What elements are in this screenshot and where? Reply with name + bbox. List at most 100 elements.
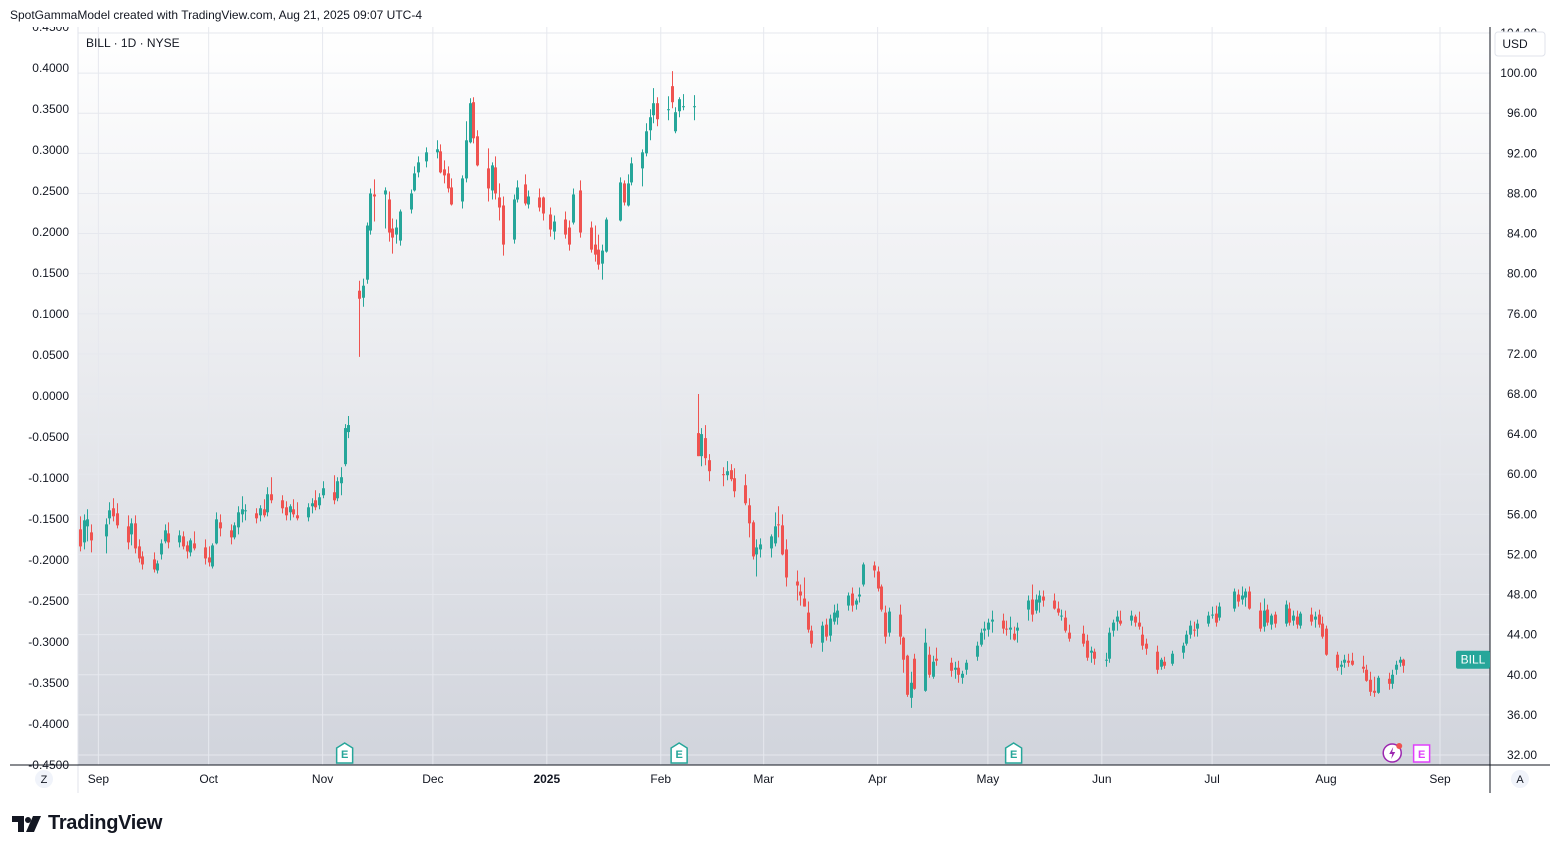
- candle: [965, 659, 968, 675]
- candle: [807, 601, 810, 633]
- candle-body: [311, 503, 314, 507]
- candle: [888, 607, 891, 637]
- candle-body: [1325, 628, 1328, 655]
- candle: [230, 524, 233, 545]
- candle-body: [722, 474, 725, 476]
- candle: [447, 166, 450, 193]
- time-axis-label: Apr: [868, 772, 887, 786]
- time-axis[interactable]: Sep Oct Nov Dec 2025 Feb Mar Apr May Jun Jul Aug Sep: [88, 772, 1451, 786]
- candle-body: [1093, 651, 1096, 659]
- candle-body: [86, 519, 89, 527]
- currency-button[interactable]: USD: [1494, 31, 1546, 57]
- candle: [358, 280, 361, 357]
- candle-body: [1274, 614, 1277, 624]
- candle: [627, 174, 630, 207]
- candle-body: [160, 543, 163, 555]
- candle-body: [1248, 591, 1251, 609]
- left-axis-tick-label: -0.2000: [28, 553, 69, 567]
- timezone-corner-button[interactable]: Z: [35, 770, 53, 788]
- candle: [1013, 626, 1016, 641]
- candle-body: [862, 564, 865, 585]
- candle-body: [913, 658, 916, 689]
- candle: [494, 156, 497, 200]
- candle: [472, 97, 475, 144]
- candle-body: [322, 488, 325, 496]
- candle: [1119, 610, 1122, 626]
- candle: [527, 190, 530, 209]
- candle-body: [1362, 666, 1365, 669]
- candle-body: [873, 565, 876, 571]
- candle-body: [333, 492, 336, 501]
- left-axis-tick-label: -0.1500: [28, 512, 69, 526]
- currency-label: USD: [1502, 37, 1528, 51]
- candle: [289, 504, 292, 521]
- candle: [605, 217, 608, 253]
- candle-body: [336, 481, 339, 499]
- candle: [858, 587, 861, 603]
- candle-body: [1145, 643, 1148, 649]
- candle-body: [362, 285, 365, 298]
- candle-body: [1116, 616, 1119, 622]
- candle-body: [1285, 604, 1288, 624]
- candle: [237, 506, 240, 535]
- candle: [219, 514, 222, 537]
- candle: [568, 220, 571, 251]
- candle-body: [774, 526, 777, 544]
- candle: [391, 218, 394, 254]
- candle-body: [230, 530, 233, 538]
- candle: [153, 552, 156, 573]
- symbol-legend[interactable]: BILL · 1D · NYSE: [86, 36, 180, 50]
- candle: [1068, 624, 1071, 642]
- candle: [1211, 606, 1214, 619]
- candle: [105, 518, 108, 554]
- candle: [928, 646, 931, 678]
- candle-body: [491, 165, 494, 191]
- candle-body: [847, 595, 850, 606]
- candle-body: [1105, 659, 1108, 661]
- candle-body: [601, 250, 604, 264]
- candle-body: [1086, 640, 1089, 658]
- candle-body: [594, 244, 597, 255]
- auto-scale-button[interactable]: A: [1511, 770, 1529, 788]
- candle-body: [141, 556, 144, 565]
- candle-body: [649, 117, 652, 131]
- candle: [976, 641, 979, 661]
- price-chart[interactable]: 0.4500 0.4000 0.3500 0.3000 0.2500 0.2000 0.15…: [10, 27, 1550, 793]
- candle-body: [1369, 679, 1372, 692]
- right-axis-tick-label: 92.00: [1507, 146, 1537, 160]
- left-price-axis[interactable]: 0.4500 0.4000 0.3500 0.3000 0.2500 0.2000 0.15…: [28, 27, 69, 772]
- candle-body: [281, 500, 284, 509]
- candle-body: [233, 525, 236, 538]
- candle-body: [138, 546, 141, 559]
- candle-body: [700, 434, 703, 457]
- time-axis-label: 2025: [533, 772, 560, 786]
- candle-body: [182, 536, 185, 547]
- candle-body: [395, 227, 398, 235]
- candle: [1141, 626, 1144, 650]
- candle: [950, 657, 953, 677]
- candle: [347, 416, 350, 439]
- candle: [553, 215, 556, 240]
- candle: [755, 539, 758, 577]
- left-axis-tick-label: 0.4000: [32, 61, 69, 75]
- candle-body: [270, 494, 273, 501]
- candle: [1193, 621, 1196, 637]
- candle-body: [439, 151, 442, 173]
- left-axis-tick-label: 0.4500: [32, 27, 69, 34]
- candle: [417, 156, 420, 178]
- candle: [270, 477, 273, 504]
- earnings-marker-shape: [670, 742, 688, 764]
- candle-body: [1060, 615, 1063, 617]
- candle: [1171, 650, 1174, 666]
- candle: [1391, 669, 1394, 689]
- candle-body: [1343, 659, 1346, 663]
- candle-body: [494, 167, 497, 194]
- plot-area-background: [78, 27, 1490, 765]
- tradingview-logo[interactable]: TradingView: [12, 812, 162, 835]
- candle-body: [1009, 627, 1012, 630]
- candle: [1031, 584, 1034, 622]
- candles-layer: [79, 71, 1405, 708]
- right-axis-tick-label: 64.00: [1507, 427, 1537, 441]
- candle-body: [388, 199, 391, 233]
- candle-body: [1388, 678, 1391, 684]
